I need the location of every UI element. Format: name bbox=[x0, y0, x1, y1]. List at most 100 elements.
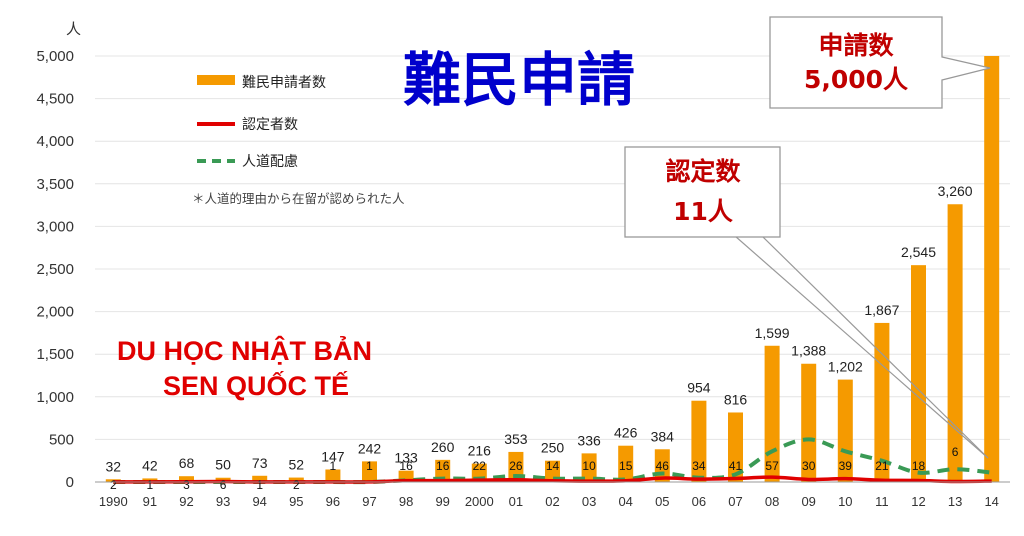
bar-value-label: 1,599 bbox=[755, 325, 790, 341]
y-tick-label: 4,000 bbox=[36, 133, 74, 150]
bar-value-label: 52 bbox=[289, 457, 305, 473]
x-tick-label: 99 bbox=[435, 494, 449, 509]
x-tick-label: 11 bbox=[875, 494, 889, 509]
watermark-line2: SEN QUỐC TẾ bbox=[163, 369, 349, 401]
bar-value-label: 1,202 bbox=[828, 359, 863, 375]
bar-applications bbox=[435, 459, 451, 482]
bar-applications bbox=[179, 476, 194, 482]
legend-swatch-applications bbox=[197, 75, 235, 85]
bar-value-label: 147 bbox=[321, 448, 345, 464]
callout-recognized-value: 11人 bbox=[673, 197, 733, 226]
x-tick-label: 1990 bbox=[99, 494, 128, 509]
callout-applications-label: 申請数 bbox=[818, 31, 894, 60]
recognized-value-label: 1 bbox=[147, 478, 154, 492]
bar-value-label: 50 bbox=[215, 457, 231, 473]
x-tick-label: 04 bbox=[618, 494, 632, 509]
bar-applications bbox=[874, 322, 890, 482]
bar-value-label: 1,388 bbox=[791, 343, 826, 359]
recognized-value-label: 10 bbox=[582, 459, 596, 473]
bar-value-label: 68 bbox=[179, 455, 195, 471]
recognized-value-label: 2 bbox=[110, 478, 117, 492]
bar-value-label: 3,260 bbox=[938, 183, 973, 199]
bar-applications bbox=[911, 265, 926, 482]
recognized-value-label: 57 bbox=[765, 459, 779, 473]
bar-applications bbox=[545, 460, 560, 482]
x-tick-label: 09 bbox=[801, 494, 815, 509]
x-tick-label: 03 bbox=[582, 494, 596, 509]
bar-value-label: 336 bbox=[577, 432, 601, 448]
recognized-value-label: 18 bbox=[912, 459, 926, 473]
callout-applications: 申請数 5,000人 bbox=[769, 16, 991, 109]
bar-value-label: 816 bbox=[724, 391, 748, 407]
recognized-value-label: 39 bbox=[839, 459, 853, 473]
x-tick-label: 95 bbox=[289, 494, 303, 509]
bar-applications bbox=[398, 470, 414, 482]
x-tick-label: 14 bbox=[984, 494, 998, 509]
bar-value-label: 353 bbox=[504, 431, 528, 447]
recognized-value-label: 1 bbox=[366, 459, 373, 473]
recognized-value-label: 21 bbox=[875, 459, 889, 473]
legend-label-humanitarian: 人道配慮 bbox=[242, 154, 298, 170]
bar-value-label: 954 bbox=[687, 380, 711, 396]
y-tick-label: 3,500 bbox=[36, 176, 74, 193]
bar-value-label: 73 bbox=[252, 455, 268, 471]
callout-applications-value: 5,000人 bbox=[804, 65, 908, 94]
x-tick-label: 07 bbox=[728, 494, 742, 509]
x-tick-label: 13 bbox=[948, 494, 962, 509]
x-tick-label: 91 bbox=[143, 494, 157, 509]
x-tick-label: 06 bbox=[692, 494, 706, 509]
bar-value-label: 260 bbox=[431, 439, 455, 455]
x-tick-label: 94 bbox=[252, 494, 266, 509]
recognized-value-label: 41 bbox=[729, 459, 743, 473]
grid-lines bbox=[95, 55, 1010, 483]
callout-recognized-label: 認定数 bbox=[665, 157, 741, 186]
recognized-value-label: 46 bbox=[656, 459, 670, 473]
x-tick-label: 97 bbox=[362, 494, 376, 509]
x-tick-label: 12 bbox=[911, 494, 925, 509]
y-axis-ticks: 0 500 1,000 1,500 2,000 2,500 3,000 3,500 4,000 4… bbox=[36, 48, 74, 491]
bar-value-label: 216 bbox=[468, 443, 492, 459]
bar-applications bbox=[288, 477, 304, 482]
bar-value-label: 133 bbox=[394, 450, 418, 466]
recognized-value-label: 6 bbox=[220, 478, 227, 492]
bars bbox=[105, 56, 1000, 483]
x-tick-label: 01 bbox=[509, 494, 523, 509]
x-tick-label: 10 bbox=[838, 494, 852, 509]
y-tick-label: 2,000 bbox=[36, 304, 74, 321]
recognized-labels: 2 1 3 6 1 21 1 16 16 22 26 14 10 15 46 34 41 57 30 39 21 186 bbox=[110, 445, 959, 492]
x-tick-label: 96 bbox=[326, 494, 340, 509]
legend-label-applications: 難民申請者数 bbox=[242, 75, 326, 91]
x-tick-label: 02 bbox=[545, 494, 559, 509]
recognized-value-label: 6 bbox=[952, 445, 959, 459]
bar-applications bbox=[325, 469, 341, 482]
y-tick-label: 5,000 bbox=[36, 48, 74, 65]
bar-applications bbox=[837, 379, 853, 482]
bar-value-label: 426 bbox=[614, 425, 638, 441]
y-tick-label: 1,000 bbox=[36, 389, 74, 406]
x-tick-label: 08 bbox=[765, 494, 779, 509]
y-tick-label: 3,000 bbox=[36, 218, 74, 235]
x-tick-label: 98 bbox=[399, 494, 413, 509]
y-tick-label: 1,500 bbox=[36, 346, 74, 363]
bar-applications bbox=[947, 204, 963, 483]
recognized-value-label: 26 bbox=[509, 459, 523, 473]
y-axis-unit: 人 bbox=[66, 21, 81, 38]
x-tick-label: 05 bbox=[655, 494, 669, 509]
bar-value-label: 2,545 bbox=[901, 244, 936, 260]
legend: 難民申請者数 認定者数 人道配慮 ＊人道的理由から在留が認められた人 bbox=[192, 75, 405, 206]
recognized-value-label: 1 bbox=[330, 459, 337, 473]
x-tick-label: 93 bbox=[216, 494, 230, 509]
y-tick-label: 4,500 bbox=[36, 91, 74, 108]
recognized-value-label: 14 bbox=[546, 459, 560, 473]
recognized-value-label: 16 bbox=[399, 459, 413, 473]
chart-title: 難民申請 bbox=[403, 46, 635, 114]
bar-value-label: 32 bbox=[106, 458, 122, 474]
bar-value-label: 250 bbox=[541, 440, 565, 456]
recognized-value-label: 30 bbox=[802, 459, 816, 473]
y-tick-label: 2,500 bbox=[36, 261, 74, 278]
recognized-value-label: 34 bbox=[692, 459, 706, 473]
recognized-value-label: 22 bbox=[473, 459, 487, 473]
recognized-value-label: 1 bbox=[256, 478, 263, 492]
